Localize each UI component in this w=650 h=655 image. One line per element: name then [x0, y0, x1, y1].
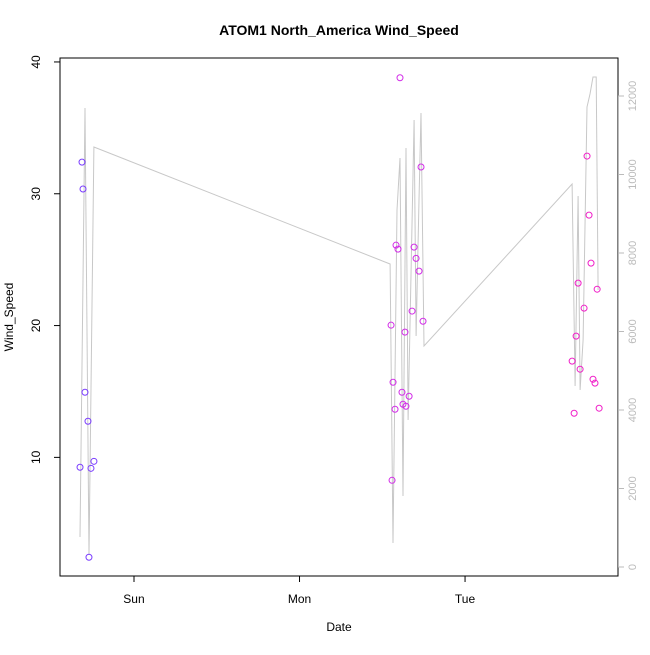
- scatter-point: [85, 553, 93, 561]
- scatter-point: [415, 267, 423, 275]
- scatter-point: [587, 259, 595, 267]
- scatter-point: [79, 185, 87, 193]
- y2-tick-label: 8000: [627, 241, 639, 265]
- scatter-point: [402, 402, 410, 410]
- scatter-point: [391, 405, 399, 413]
- scatter-point: [583, 152, 591, 160]
- scatter-point: [81, 388, 89, 396]
- scatter-point: [78, 158, 86, 166]
- scatter-point: [576, 365, 584, 373]
- scatter-point: [401, 328, 409, 336]
- y2-tick-label: 4000: [627, 398, 639, 422]
- y-axis-label: Wind_Speed: [2, 283, 16, 352]
- scatter-point: [394, 245, 402, 253]
- scatter-point: [76, 463, 84, 471]
- scatter-point: [591, 379, 599, 387]
- scatter-point: [417, 163, 425, 171]
- x-tick-label: Mon: [288, 592, 311, 606]
- scatter-point: [408, 307, 416, 315]
- y2-tick-label: 2000: [627, 476, 639, 500]
- scatter-point: [396, 74, 404, 82]
- x-tick-label: Tue: [455, 592, 476, 606]
- scatter-point: [388, 476, 396, 484]
- scatter-point: [570, 409, 578, 417]
- y-tick-label: 40: [29, 55, 43, 69]
- scatter-point: [398, 388, 406, 396]
- scatter-point: [387, 321, 395, 329]
- scatter-point: [392, 241, 400, 249]
- scatter-point: [419, 317, 427, 325]
- y2-tick-label: 0: [627, 564, 639, 570]
- scatter-point: [574, 279, 582, 287]
- chart-title: ATOM1 North_America Wind_Speed: [219, 22, 459, 38]
- y2-tick-label: 6000: [627, 319, 639, 343]
- scatter-point: [589, 375, 597, 383]
- scatter-point: [410, 243, 418, 251]
- y-tick-label: 10: [29, 450, 43, 464]
- x-axis-label: Date: [326, 620, 352, 634]
- y-tick-label: 30: [29, 187, 43, 201]
- scatter-point: [595, 404, 603, 412]
- y2-tick-label: 12000: [627, 81, 639, 112]
- scatter-point: [412, 254, 420, 262]
- scatter-point: [84, 417, 92, 425]
- scatter-point: [593, 285, 601, 293]
- scatter-point: [568, 357, 576, 365]
- y2-tick-label: 10000: [627, 159, 639, 190]
- x-tick-label: Sun: [123, 592, 144, 606]
- scatter-point: [90, 457, 98, 465]
- scatter-point: [87, 464, 95, 472]
- y-tick-label: 20: [29, 319, 43, 333]
- scatter-point: [580, 304, 588, 312]
- scatter-point: [585, 211, 593, 219]
- scatter-point: [389, 378, 397, 386]
- scatter-point: [572, 332, 580, 340]
- scatter-point: [405, 392, 413, 400]
